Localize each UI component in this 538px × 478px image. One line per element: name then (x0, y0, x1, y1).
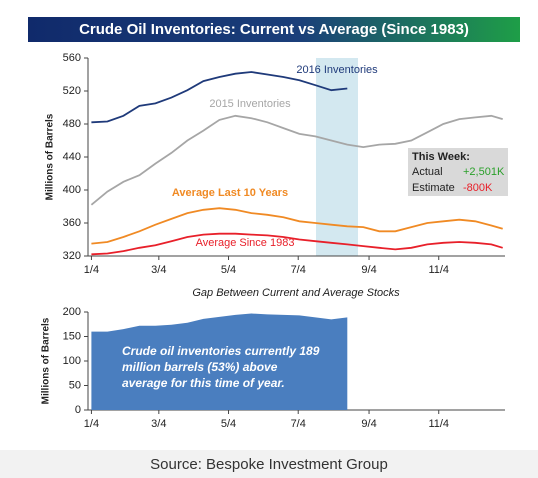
line (90, 114, 503, 206)
series-label: Average Since 1983 (196, 237, 295, 249)
footer-bg (0, 450, 538, 478)
y-axis-title: Millions of Barrels (41, 317, 52, 404)
x-tick-label: 1/4 (84, 264, 99, 276)
line (91, 71, 348, 124)
box-value: -800K (463, 182, 493, 194)
area (91, 313, 348, 410)
series-label: Average Last 10 Years (172, 187, 288, 199)
x-tick-label: 7/4 (291, 418, 306, 430)
line (91, 232, 503, 256)
y-tick-label: 200 (63, 306, 81, 318)
this-week-box (408, 148, 508, 196)
line (91, 207, 503, 245)
title-banner (28, 17, 520, 42)
y-tick-label: 50 (69, 379, 81, 391)
x-tick-label: 1/4 (84, 418, 99, 430)
series-label: 2015 Inventories (209, 98, 291, 110)
x-tick-label: 11/4 (428, 418, 449, 430)
y-tick-label: 0 (75, 404, 81, 416)
box-title: This Week: (412, 151, 470, 163)
y-tick-label: 480 (63, 118, 81, 130)
x-tick-label: 3/4 (151, 418, 166, 430)
x-tick-label: 11/4 (428, 264, 449, 276)
x-tick-label: 7/4 (291, 264, 306, 276)
x-tick-label: 9/4 (361, 264, 376, 276)
y-tick-label: 520 (63, 85, 81, 97)
y-tick-label: 560 (63, 52, 81, 64)
annotation: million barrels (53%) above (122, 360, 278, 374)
y-tick-label: 100 (63, 355, 81, 367)
y-tick-label: 400 (63, 184, 81, 196)
annotation: Crude oil inventories currently 189 (122, 344, 320, 358)
y-tick-label: 150 (63, 330, 81, 342)
box-label: Actual (412, 166, 443, 178)
y-tick-label: 440 (63, 151, 81, 163)
annotation: average for this time of year. (122, 376, 285, 390)
x-tick-label: 9/4 (361, 418, 376, 430)
x-tick-label: 5/4 (221, 418, 236, 430)
y-axis-title: Millions of Barrels (45, 113, 56, 200)
chart-title: Crude Oil Inventories: Current vs Averag… (79, 21, 469, 38)
x-tick-label: 3/4 (151, 264, 166, 276)
y-tick-label: 360 (63, 217, 81, 229)
box-value: +2,501K (463, 166, 505, 178)
box-label: Estimate (412, 182, 455, 194)
series-label: 2016 Inventories (296, 64, 378, 76)
x-tick-label: 5/4 (221, 264, 236, 276)
source: Source: Bespoke Investment Group (150, 456, 388, 473)
y-tick-label: 320 (63, 250, 81, 262)
subchart-title: Gap Between Current and Average Stocks (192, 287, 400, 299)
